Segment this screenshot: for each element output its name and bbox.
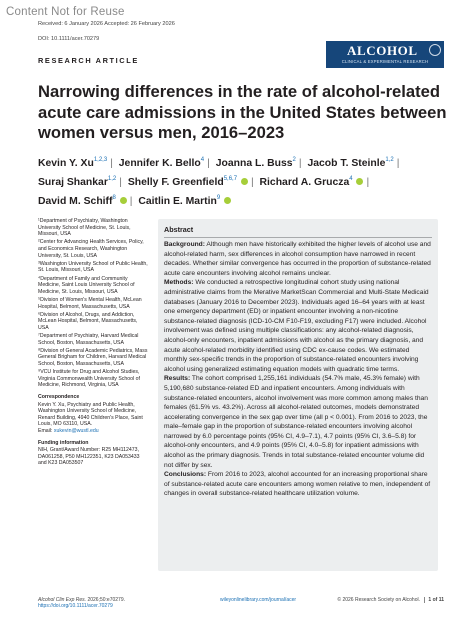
journal-logo[interactable]: ALCOHOL CLINICAL & EXPERIMENTAL RESEARCH [326, 41, 444, 68]
author[interactable]: Jacob T. Steinle1,2 [307, 157, 394, 169]
author[interactable]: Shelly F. Greenfield5,6,7 [128, 176, 248, 188]
abstract-heading: Abstract [164, 225, 194, 234]
article-title: Narrowing differences in the rate of alc… [38, 82, 447, 143]
affiliation: ⁷Department of Psychiatry, Harvard Medic… [38, 333, 139, 346]
funding-heading: Funding information [38, 439, 89, 446]
author[interactable]: Caitlin E. Martin9 [138, 195, 232, 207]
abstract-divider [164, 237, 432, 238]
author[interactable]: Suraj Shankar1,2 [38, 175, 117, 188]
watermark: Content Not for Reuse [6, 6, 125, 18]
orcid-icon[interactable] [356, 177, 364, 185]
author[interactable]: Richard A. Grucza4 [260, 176, 364, 188]
affiliation: ⁹VCU Institute for Drug and Alcohol Stud… [38, 369, 140, 389]
affiliation: ³Washington University School of Public … [38, 260, 148, 274]
author[interactable]: Jennifer K. Bello4 [118, 157, 205, 169]
affiliation: ⁴Department of Family and Community Medi… [38, 275, 135, 295]
journal-url-link[interactable]: wileyonlinelibrary.com/journal/acer [220, 597, 297, 603]
correspondence-heading: Correspondence [38, 394, 80, 400]
author-list: Kevin Y. Xu1,2,3 | Jennifer K. Bello4 | Jo… [38, 157, 400, 207]
orcid-icon[interactable] [240, 177, 248, 185]
abstract-background: Background: Although men have historical… [164, 241, 431, 277]
society-badge-icon [429, 44, 441, 56]
funding-text: NIH, Grant/Award Number: R25 MH112473, D… [38, 447, 140, 467]
author[interactable]: Joanna L. Buss2 [215, 157, 296, 169]
logo-title: ALCOHOL [347, 43, 418, 58]
footer-copyright: © 2026 Research Society on Alcohol. [337, 597, 420, 603]
author[interactable]: Kevin Y. Xu1,2,3 [38, 157, 108, 169]
article-type: RESEARCH ARTICLE [38, 56, 139, 65]
abstract-box: Abstract Background: Although men have h… [158, 219, 438, 571]
footer-doi-link[interactable]: https://doi.org/10.1111/acer.70279 [38, 603, 113, 610]
correspondence-email-link[interactable]: xukevin@wustl.edu [53, 427, 99, 434]
abstract-results: Results: The cohort comprised 1,255,161 … [164, 375, 428, 469]
page-number: 1 of 11 [424, 597, 444, 603]
affiliation: ⁵Division of Women's Mental Health, McLe… [38, 296, 142, 310]
correspondence-text: Kevin Y. Xu, Psychiatry and Public Healt… [38, 401, 143, 434]
affiliation: ⁶Division of Alcohol, Drugs, and Addicti… [38, 311, 138, 331]
received-accepted-dates: Received: 6 January 2026 Accepted: 26 Fe… [38, 21, 175, 27]
affiliation: ⁸Division of General Academic Pediatrics… [38, 347, 148, 368]
author[interactable]: David M. Schiff8 [38, 195, 127, 207]
affiliations-column: ¹Department of Psychiatry, Washington Un… [38, 218, 148, 469]
affiliation: ²Center for Advancing Health Services, P… [38, 239, 144, 259]
footer-citation: Alcohol Clin Exp Res. 2026;50:e70279. htt… [38, 597, 126, 610]
header-band [0, 0, 474, 30]
logo-subtitle: CLINICAL & EXPERIMENTAL RESEARCH [341, 59, 429, 64]
abstract-methods: Methods: We conducted a retrospective lo… [164, 279, 429, 373]
abstract-conclusions: Conclusions: From 2016 to 2023, alcohol … [164, 471, 431, 498]
affiliation: ¹Department of Psychiatry, Washington Un… [38, 218, 131, 238]
doi: DOI: 10.1111/acer.70279 [38, 36, 100, 42]
page-footer: Alcohol Clin Exp Res. 2026;50:e70279. htt… [38, 597, 444, 613]
orcid-icon[interactable] [224, 196, 232, 204]
orcid-icon[interactable] [119, 196, 127, 204]
abstract-body: Background: Although men have historical… [164, 240, 432, 499]
